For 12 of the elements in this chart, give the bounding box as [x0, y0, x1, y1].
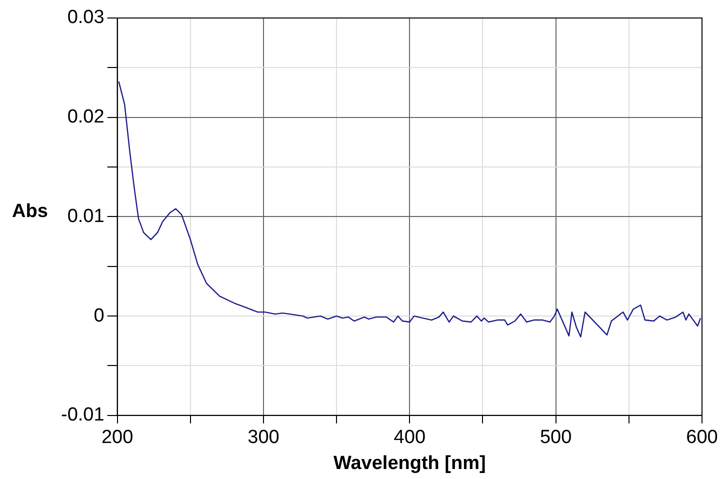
- x-tick-label: 400: [394, 427, 426, 448]
- x-axis-title: Wavelength [nm]: [333, 452, 486, 474]
- y-tick-label: 0.03: [67, 7, 104, 28]
- y-tick-label: 0.02: [67, 106, 104, 128]
- y-tick-label: 0.01: [67, 206, 104, 227]
- x-tick-label: 300: [248, 427, 280, 448]
- x-tick-label: 200: [101, 427, 134, 448]
- y-tick-label: 0: [94, 305, 104, 326]
- y-axis-title: Abs: [12, 200, 48, 222]
- x-tick-label: 500: [540, 427, 572, 448]
- x-tick-label: 600: [686, 427, 718, 448]
- y-tick-label: -0.01: [60, 404, 104, 426]
